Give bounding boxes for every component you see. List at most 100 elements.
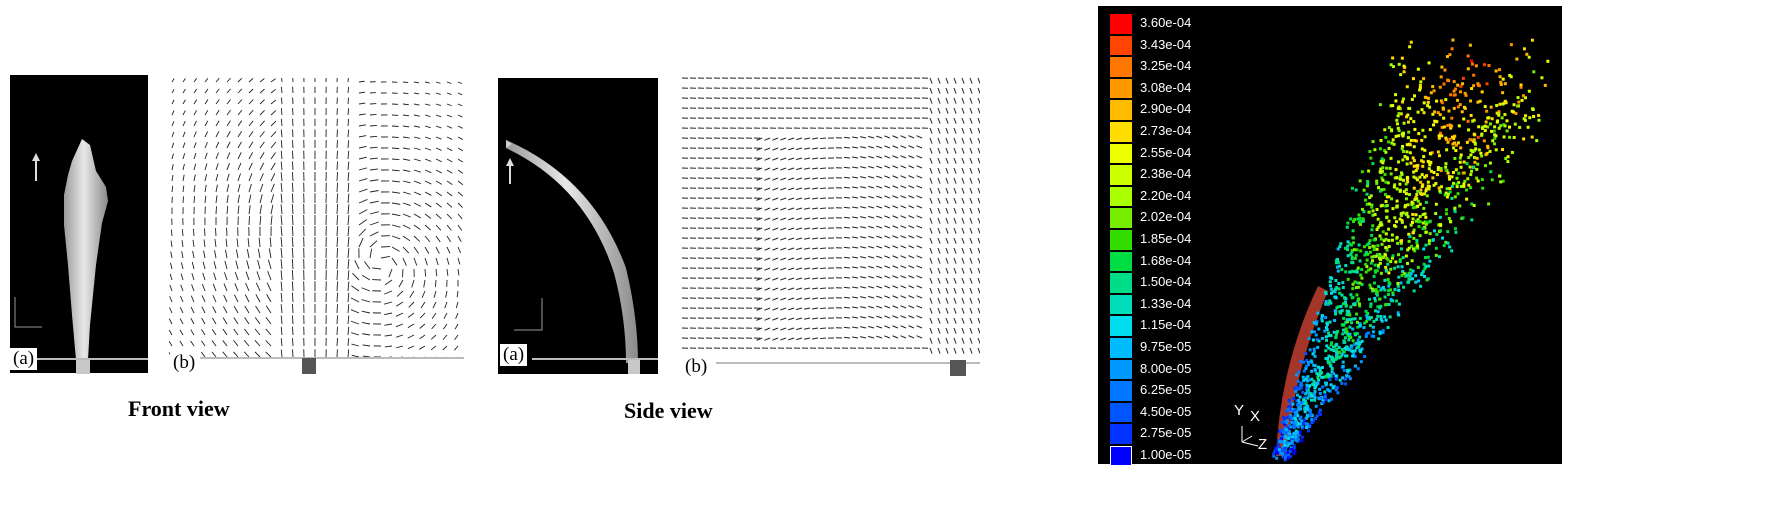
vector-arrow [352, 272, 360, 281]
particle-dot [1292, 420, 1296, 424]
particle-dot [1378, 261, 1382, 265]
particle-dot [1328, 374, 1332, 378]
particle-dot [1401, 158, 1405, 162]
particle-dot [1532, 114, 1536, 118]
particle-dot [1348, 377, 1352, 381]
particle-dot [1400, 220, 1404, 224]
vector-arrow [248, 216, 250, 226]
vector-arrow [234, 294, 239, 303]
particle-dot [1336, 265, 1340, 269]
particle-dot [1357, 243, 1361, 247]
particle-dot [1346, 310, 1350, 314]
vector-arrow [788, 267, 795, 271]
particle-dot [1400, 265, 1404, 269]
vector-arrow [384, 345, 393, 348]
particle-dot [1317, 411, 1321, 415]
vector-arrow [190, 318, 195, 325]
vector-arrow [336, 161, 338, 171]
vector-arrow [435, 92, 441, 95]
particle-dot [1379, 204, 1383, 208]
vector-arrow [819, 187, 827, 190]
particle-dot [1404, 272, 1408, 276]
particle-dot [1395, 220, 1399, 224]
vector-arrow [201, 295, 206, 303]
particle-dot [1434, 202, 1438, 206]
particle-dot [1379, 237, 1383, 241]
particle-dot [1320, 317, 1324, 321]
vector-arrow [937, 317, 941, 324]
vector-arrow [457, 268, 460, 276]
vector-arrow [908, 195, 915, 199]
particle-dot [1423, 267, 1427, 271]
vector-arrow [953, 167, 957, 174]
vector-arrow [892, 165, 899, 169]
vector-arrow [457, 235, 462, 242]
particle-dot [1517, 100, 1521, 104]
particle-dot [1449, 126, 1453, 130]
vector-arrow [358, 113, 366, 116]
vector-arrow [257, 248, 261, 259]
vector-arrow [929, 317, 933, 324]
vector-arrow [937, 77, 941, 84]
vector-arrow [780, 187, 787, 191]
particle-dot [1483, 105, 1487, 109]
vector-arrow [181, 251, 184, 259]
particle-dot [1416, 199, 1420, 203]
vector-arrow [945, 177, 949, 184]
vector-arrow [780, 157, 787, 161]
vector-arrow [457, 125, 463, 129]
particle-dot [1343, 336, 1347, 340]
vector-arrow [244, 317, 250, 325]
vector-arrow [215, 88, 220, 94]
vector-arrow [764, 187, 771, 191]
particle-dot [1447, 217, 1451, 221]
particle-dot [1358, 341, 1362, 345]
vector-arrow [402, 268, 404, 278]
particle-dot [1328, 299, 1332, 303]
particle-dot [1378, 147, 1382, 151]
particle-dot [1358, 281, 1362, 285]
particle-dot [1293, 435, 1297, 439]
particle-dot [1482, 139, 1486, 143]
vector-arrow [424, 246, 430, 254]
particle-dot [1417, 225, 1421, 229]
particle-dot [1329, 301, 1333, 305]
particle-dot [1358, 322, 1362, 326]
vector-arrow [772, 207, 779, 211]
vector-arrow [764, 147, 771, 151]
particle-dot [1458, 204, 1462, 208]
vector-arrow [756, 267, 763, 271]
particle-dot [1462, 160, 1466, 164]
vector-arrow [819, 257, 827, 260]
vector-arrow [764, 337, 771, 341]
vector-arrow [852, 136, 859, 139]
particle-dot [1359, 219, 1363, 223]
vector-arrow [929, 257, 933, 264]
particle-dot [1456, 98, 1460, 102]
vector-arrow [350, 297, 360, 303]
particle-dot [1325, 322, 1329, 326]
vector-arrow [226, 88, 231, 94]
vector-arrow [852, 266, 859, 269]
particle-dot [1440, 134, 1444, 138]
vector-arrow [259, 152, 265, 160]
particle-dot [1296, 408, 1300, 412]
particle-dot [1291, 417, 1295, 421]
vector-arrow [843, 156, 851, 159]
vector-arrow [804, 237, 811, 240]
vector-arrow [280, 215, 283, 226]
vector-arrow [969, 157, 973, 164]
vector-arrow [916, 235, 923, 239]
vector-arrow [170, 229, 173, 237]
vector-arrow [780, 317, 787, 321]
vector-arrow [254, 317, 261, 325]
vector-arrow [929, 167, 933, 174]
particle-dot [1347, 338, 1351, 342]
particle-dot [1486, 125, 1490, 129]
front-label-b: (b) [170, 352, 199, 374]
vector-arrow [860, 136, 867, 139]
particle-dot [1499, 180, 1503, 184]
particle-dot [1432, 89, 1436, 93]
particle-dot [1451, 142, 1455, 146]
particle-dot [1334, 343, 1338, 347]
